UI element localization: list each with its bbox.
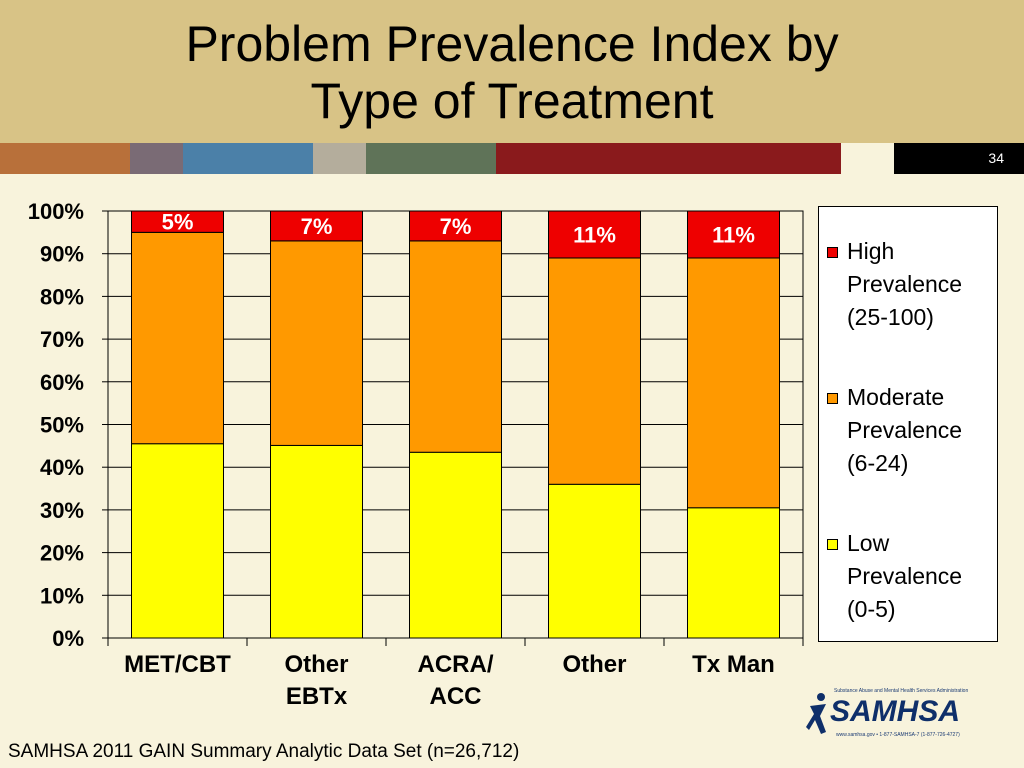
y-tick-label-9: 90% xyxy=(40,242,84,267)
bar-3-series-2 xyxy=(548,210,641,259)
bar-0-series-1 xyxy=(131,231,224,445)
logo-contact: www.samhsa.gov • 1-877-SAMHSA-7 (1-877-7… xyxy=(836,732,960,738)
y-tick-label-6: 60% xyxy=(40,370,84,395)
slide-number: 34 xyxy=(894,143,1024,174)
strip-block-1 xyxy=(0,143,130,174)
samhsa-logo: Substance Abuse and Mental Health Servic… xyxy=(806,688,976,742)
legend-swatch-low xyxy=(827,539,838,550)
bar-4-series-1 xyxy=(687,257,780,509)
x-category-label-0-line-0: MET/CBT xyxy=(124,651,231,678)
data-label-2: 7% xyxy=(440,214,472,239)
x-category-label-2-line-0: ACRA/ xyxy=(418,651,494,678)
bar-1-series-1 xyxy=(270,240,363,446)
bar-0-series-0 xyxy=(131,443,224,639)
legend-label-low: Low Prevalence (0-5) xyxy=(847,530,963,622)
x-category-label-1-line-0: Other xyxy=(284,651,348,678)
bar-2-series-1 xyxy=(409,240,502,453)
y-tick-label-3: 30% xyxy=(40,498,84,523)
bar-3-series-0 xyxy=(548,483,641,639)
legend-label-high: High Prevalence (25-100) xyxy=(847,238,963,330)
legend-swatch-high xyxy=(827,247,838,258)
bar-4-series-0 xyxy=(687,507,780,639)
x-category-label-4-line-0: Tx Man xyxy=(692,651,775,678)
x-category-label-3-line-0: Other xyxy=(562,651,626,678)
y-tick-label-4: 40% xyxy=(40,455,84,480)
bar-2-series-2 xyxy=(409,210,502,242)
strip-block-5 xyxy=(366,143,496,174)
title-line-1: Problem Prevalence Index by xyxy=(185,16,839,72)
bar-0-series-2 xyxy=(131,210,224,233)
stacked-bar-chart: 0% 10% 20% 30% 40% 50% 60% 70% 80% 90% 100% 5% MET/C… xyxy=(28,199,804,710)
y-tick-label-8: 80% xyxy=(40,284,84,309)
bar-3-series-1 xyxy=(548,257,641,485)
logo-tagline: Substance Abuse and Mental Health Servic… xyxy=(834,688,969,694)
y-tick-label-7: 70% xyxy=(40,327,84,352)
bar-1-series-2 xyxy=(270,210,363,242)
legend-swatch-moderate xyxy=(827,393,838,404)
logo-wordmark: SAMHSA xyxy=(830,695,961,728)
strip-block-4 xyxy=(313,143,366,174)
data-label-0: 5% xyxy=(162,210,194,235)
source-footnote: SAMHSA 2011 GAIN Summary Analytic Data S… xyxy=(8,741,520,762)
title-banner: Problem Prevalence Index by Type of Trea… xyxy=(0,0,1024,143)
y-tick-label-2: 20% xyxy=(40,541,84,566)
bar-4-series-2 xyxy=(687,210,780,259)
slide-number-text: 34 xyxy=(988,150,1004,166)
bar-2-series-0 xyxy=(409,451,502,639)
strip-block-2 xyxy=(130,143,183,174)
data-label-4: 11% xyxy=(712,222,755,247)
strip-block-6 xyxy=(496,143,841,174)
data-label-1: 7% xyxy=(301,214,333,239)
x-category-label-2-line-1: ACC xyxy=(430,683,482,710)
runner-figure-icon xyxy=(806,693,826,734)
legend-label-moderate: Moderate Prevalence (6-24) xyxy=(847,384,963,476)
bar-1-series-0 xyxy=(270,444,363,639)
slide-title: Problem Prevalence Index by Type of Trea… xyxy=(60,16,964,130)
data-label-3: 11% xyxy=(573,222,616,247)
y-tick-label-5: 50% xyxy=(40,413,84,438)
title-line-2: Type of Treatment xyxy=(310,73,714,129)
y-tick-label-1: 10% xyxy=(40,583,84,608)
x-category-label-1-line-1: EBTx xyxy=(286,683,348,710)
strip-block-3 xyxy=(183,143,313,174)
chart-legend: High Prevalence (25-100) Moderate Preval… xyxy=(818,206,998,642)
y-tick-label-10: 100% xyxy=(28,199,84,224)
y-tick-label-0: 0% xyxy=(52,626,84,651)
